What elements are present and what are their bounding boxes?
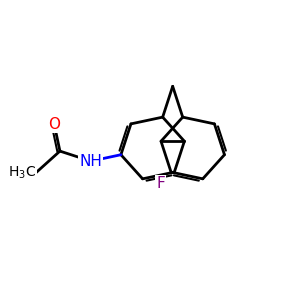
Text: F: F — [156, 176, 165, 191]
Text: O: O — [48, 117, 60, 132]
Text: H$_3$C: H$_3$C — [8, 165, 36, 181]
Text: NH: NH — [79, 154, 102, 169]
